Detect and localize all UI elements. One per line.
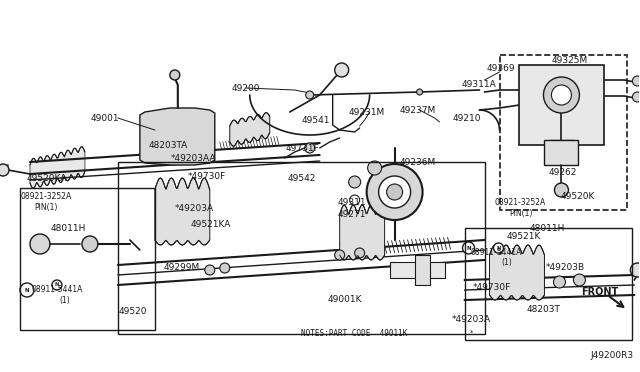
Text: N: N (466, 246, 471, 250)
Text: 49311A: 49311A (461, 80, 496, 89)
Polygon shape (155, 178, 210, 245)
Circle shape (52, 280, 62, 290)
Circle shape (335, 63, 349, 77)
Circle shape (220, 263, 230, 273)
Text: 48011H: 48011H (530, 224, 565, 232)
Text: 49542: 49542 (287, 173, 316, 183)
Text: 49231M: 49231M (349, 108, 385, 116)
Text: 49299M: 49299M (164, 263, 200, 273)
Text: PIN(1): PIN(1) (35, 202, 58, 212)
Text: 49237M: 49237M (399, 106, 436, 115)
Circle shape (463, 242, 474, 254)
Text: 08911-5441A: 08911-5441A (471, 247, 522, 257)
Circle shape (379, 176, 411, 208)
Text: (1): (1) (60, 295, 70, 305)
Text: 49210: 49210 (452, 113, 481, 122)
Circle shape (355, 248, 365, 258)
Text: 49325M: 49325M (551, 55, 588, 64)
Bar (520, 65, 604, 145)
Text: *49730F: *49730F (472, 283, 511, 292)
Circle shape (554, 276, 565, 288)
Circle shape (30, 234, 50, 254)
Circle shape (630, 263, 640, 277)
Text: 49520: 49520 (118, 308, 147, 317)
Circle shape (205, 265, 215, 275)
Circle shape (417, 89, 422, 95)
Text: N: N (25, 288, 29, 292)
Text: *49203A: *49203A (452, 315, 491, 324)
Text: (1): (1) (501, 257, 512, 266)
Polygon shape (140, 108, 215, 165)
Text: 48011H: 48011H (51, 224, 86, 232)
Circle shape (20, 283, 34, 297)
Text: 49369: 49369 (486, 64, 515, 73)
Text: 49262: 49262 (548, 167, 577, 176)
Text: 49200: 49200 (232, 83, 260, 93)
Circle shape (552, 85, 572, 105)
Text: 48203TA: 48203TA (148, 141, 188, 150)
Bar (465, 228, 632, 340)
Circle shape (335, 250, 345, 260)
Circle shape (573, 274, 586, 286)
Text: *49203A: *49203A (174, 203, 213, 212)
Text: 49541: 49541 (301, 115, 330, 125)
Bar (390, 262, 445, 278)
Text: 49311: 49311 (337, 198, 366, 206)
Text: *49730F: *49730F (188, 171, 226, 180)
Text: 49731F: 49731F (286, 144, 319, 153)
Circle shape (0, 164, 9, 176)
Text: 49521KA: 49521KA (191, 219, 231, 228)
Text: 08921-3252A: 08921-3252A (495, 198, 546, 206)
Text: 08911-5441A: 08911-5441A (31, 285, 83, 295)
Text: ........*: ........* (452, 330, 474, 336)
Text: 49236M: 49236M (399, 157, 436, 167)
Circle shape (554, 183, 568, 197)
Text: 08921-3252A: 08921-3252A (20, 192, 72, 201)
Bar (499, 55, 627, 210)
Circle shape (632, 76, 640, 86)
Bar (118, 162, 484, 334)
Text: N: N (497, 246, 500, 250)
Circle shape (349, 176, 361, 188)
Text: 49520KA: 49520KA (27, 173, 67, 183)
Text: 49001K: 49001K (328, 295, 362, 305)
Bar (415, 255, 429, 285)
Circle shape (387, 184, 403, 200)
Circle shape (543, 77, 579, 113)
Text: 49271: 49271 (337, 209, 366, 218)
Circle shape (632, 92, 640, 102)
Text: 49001: 49001 (91, 113, 119, 122)
Polygon shape (490, 245, 545, 300)
Text: PIN(1): PIN(1) (509, 208, 532, 218)
Bar (545, 140, 579, 165)
Circle shape (493, 243, 504, 253)
Text: 49521K: 49521K (506, 231, 541, 241)
Text: N: N (55, 282, 59, 288)
Text: 49520K: 49520K (560, 192, 595, 201)
Text: 48203T: 48203T (527, 305, 561, 314)
Text: J49200R3: J49200R3 (591, 350, 634, 359)
Polygon shape (230, 113, 269, 146)
Circle shape (349, 195, 360, 205)
Text: *49203AA: *49203AA (171, 154, 216, 163)
Circle shape (82, 236, 98, 252)
Circle shape (170, 70, 180, 80)
Polygon shape (340, 205, 385, 260)
Text: FRONT: FRONT (580, 287, 618, 297)
Circle shape (367, 161, 381, 175)
Bar (20, 188, 155, 330)
Polygon shape (30, 147, 85, 188)
Text: NOTES:PART CODE  49011K: NOTES:PART CODE 49011K (301, 328, 408, 337)
Circle shape (367, 164, 422, 220)
Circle shape (305, 143, 315, 153)
Text: *49203B: *49203B (546, 263, 585, 273)
Circle shape (306, 91, 314, 99)
